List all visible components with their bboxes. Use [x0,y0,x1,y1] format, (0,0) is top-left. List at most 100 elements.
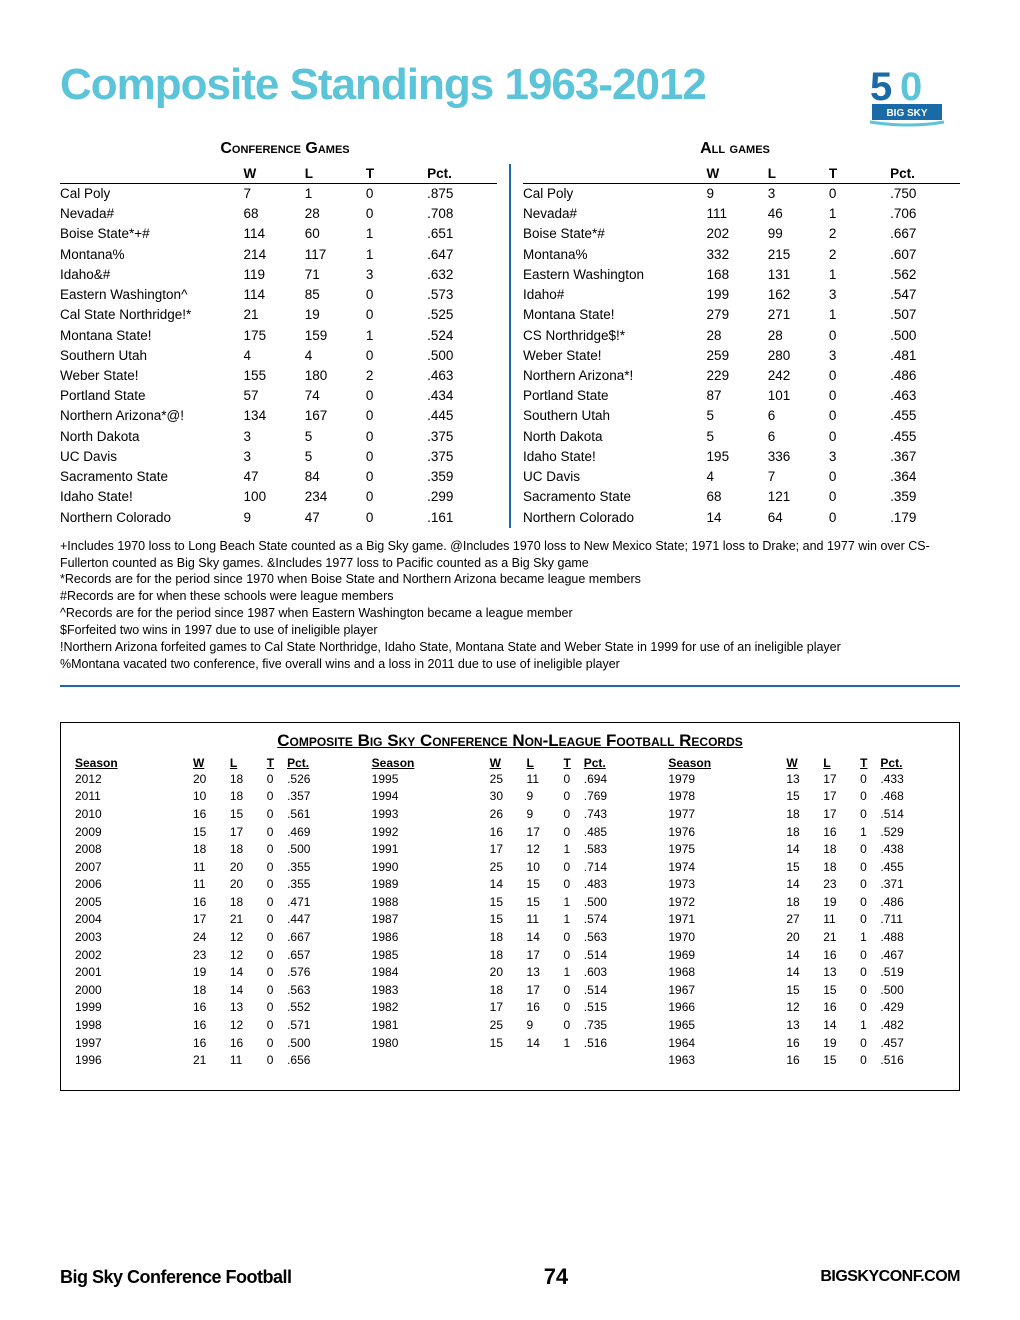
t-cell: 0 [366,346,427,366]
pct-cell: .516 [880,1052,945,1070]
w-cell: 21 [193,1052,230,1070]
w-cell: 15 [786,859,823,877]
footer-left: Big Sky Conference Football [60,1267,292,1288]
table-row: 198815151.500 [372,894,649,912]
season-cell: 1994 [372,788,490,806]
w-cell: 18 [786,824,823,842]
l-cell: 17 [230,824,267,842]
table-row: 197718170.514 [668,806,945,824]
pct-cell: .455 [890,406,960,426]
l-cell: 15 [823,982,860,1000]
t-cell: 3 [366,265,427,285]
season-cell: 1997 [75,1035,193,1053]
t-cell: 0 [563,788,583,806]
season-cell: 1963 [668,1052,786,1070]
table-row: Montana State!2792711.507 [523,305,960,325]
pct-cell: .563 [287,982,352,1000]
table-row: Eastern Washington^114850.573 [60,285,497,305]
team-cell: Sacramento State [523,487,707,507]
w-cell: 20 [490,964,527,982]
t-cell: 0 [563,999,583,1017]
pct-cell: .371 [880,876,945,894]
w-cell: 18 [490,929,527,947]
season-cell: 2003 [75,929,193,947]
pct-cell: .561 [287,806,352,824]
t-cell: 0 [829,386,890,406]
l-cell: 20 [230,876,267,894]
table-row: 199621110.656 [75,1052,352,1070]
w-cell: 134 [244,406,305,426]
t-cell: 1 [860,929,880,947]
t-cell: 1 [829,265,890,285]
w-cell: 18 [490,982,527,1000]
w-cell: 20 [786,929,823,947]
table-row: 19932690.743 [372,806,649,824]
col-l: L [305,164,366,184]
pct-cell: .563 [584,929,649,947]
l-cell: 16 [823,947,860,965]
w-cell: 18 [786,894,823,912]
season-cell: 1988 [372,894,490,912]
footnote-line: %Montana vacated two conference, five ov… [60,656,960,673]
l-cell: 234 [305,487,366,507]
table-row: Portland State57740.434 [60,386,497,406]
table-row: Northern Arizona*!2292420.486 [523,366,960,386]
l-cell: 15 [527,876,564,894]
t-cell: 2 [829,224,890,244]
team-cell: Idaho State! [523,447,707,467]
t-cell: 0 [366,386,427,406]
w-cell: 16 [193,806,230,824]
team-cell: Weber State! [523,346,707,366]
pct-cell: .651 [427,224,497,244]
pct-cell: .632 [427,265,497,285]
table-row: 200417210.447 [75,911,352,929]
pct-cell: .357 [287,788,352,806]
l-cell: 17 [823,771,860,789]
season-cell: 1990 [372,859,490,877]
footnote-line: ^Records are for the period since 1987 w… [60,605,960,622]
season-cell: 1975 [668,841,786,859]
w-cell: 16 [193,894,230,912]
t-cell: 2 [366,366,427,386]
pct-cell: .161 [427,508,497,528]
season-cell: 1979 [668,771,786,789]
l-cell: 17 [823,806,860,824]
t-cell: 0 [267,806,287,824]
table-row: Idaho#1991623.547 [523,285,960,305]
pct-cell: .514 [584,947,649,965]
season-cell: 1965 [668,1017,786,1035]
pct-cell: .481 [890,346,960,366]
season-cell: 1973 [668,876,786,894]
season-cell: 2007 [75,859,193,877]
table-row: 198914150.483 [372,876,649,894]
table-row: 200223120.657 [75,947,352,965]
pct-cell: .607 [890,245,960,265]
w-cell: 14 [490,876,527,894]
l-cell: 17 [527,982,564,1000]
w-cell: 57 [244,386,305,406]
t-cell: 1 [563,964,583,982]
t-cell: 0 [366,406,427,426]
pct-cell: .483 [584,876,649,894]
t-cell: 1 [563,894,583,912]
season-cell: 1998 [75,1017,193,1035]
season-cell: 2005 [75,894,193,912]
w-cell: 18 [193,841,230,859]
l-cell: 18 [230,841,267,859]
season-cell: 1969 [668,947,786,965]
t-cell: 0 [366,184,427,205]
pct-cell: .500 [890,326,960,346]
table-row: 199216170.485 [372,824,649,842]
t-cell: 0 [829,487,890,507]
pct-cell: .375 [427,427,497,447]
table-row: 196513141.482 [668,1017,945,1035]
w-cell: 14 [786,876,823,894]
pct-cell: .488 [880,929,945,947]
table-row: 196914160.467 [668,947,945,965]
pct-cell: .547 [890,285,960,305]
t-cell: 0 [267,859,287,877]
l-cell: 71 [305,265,366,285]
t-cell: 0 [366,447,427,467]
w-cell: 11 [193,859,230,877]
pct-cell: .562 [890,265,960,285]
